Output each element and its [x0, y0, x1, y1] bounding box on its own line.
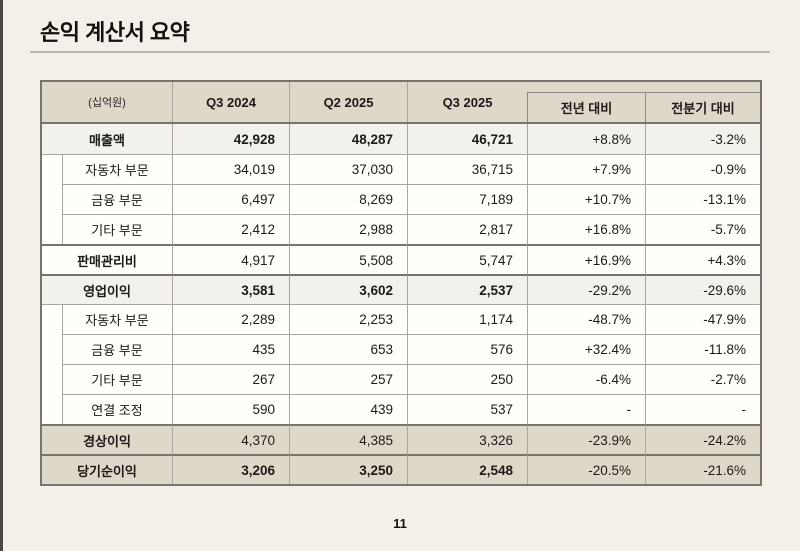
cell-yoy: -23.9% [527, 424, 645, 454]
cell-yoy: -20.5% [527, 454, 645, 484]
column-header-q2-2025: Q2 2025 [289, 82, 407, 122]
table-row: 경상이익 4,370 4,385 3,326 -23.9% -24.2% [42, 424, 760, 454]
table-row: 판매관리비 4,917 5,508 5,747 +16.9% +4.3% [42, 244, 760, 274]
cell-q3-2025: 2,817 [407, 214, 527, 244]
cell-q3-2024: 34,019 [172, 154, 289, 184]
row-label: 자동차 부문 [42, 154, 172, 184]
cell-q2-2025: 439 [289, 394, 407, 424]
cell-qoq: -21.6% [645, 454, 760, 484]
table-header-row: (십억원) Q3 2024 Q2 2025 Q3 2025 전년 대비 전분기 … [42, 82, 760, 124]
cell-q2-2025: 2,253 [289, 304, 407, 334]
cell-q3-2024: 2,289 [172, 304, 289, 334]
table-row: 연결 조정 590 439 537- - [42, 394, 760, 424]
cell-qoq: +4.3% [645, 244, 760, 274]
cell-q2-2025: 257 [289, 364, 407, 394]
cell-q3-2024: 2,412 [172, 214, 289, 244]
table-row: 금융 부문 435 653 576 +32.4% -11.8% [42, 334, 760, 364]
cell-q3-2024: 6,497 [172, 184, 289, 214]
table-row: 자동차 부문 34,019 37,030 36,715 +7.9% -0.9% [42, 154, 760, 184]
cell-q3-2025: 5,747 [407, 244, 527, 274]
cell-yoy: +7.9% [527, 154, 645, 184]
row-label: 매출액 [89, 132, 125, 148]
cell-q3-2025: 3,326 [407, 424, 527, 454]
column-header-q3-2024: Q3 2024 [172, 82, 289, 122]
cell-qoq: -3.2% [645, 124, 760, 154]
cell-q2-2025: 4,385 [289, 424, 407, 454]
cell-yoy: +16.9% [527, 244, 645, 274]
cell-q2-2025: 37,030 [289, 154, 407, 184]
column-header-q3-2025: Q3 2025 [407, 82, 527, 122]
cell-qoq: -0.9% [645, 154, 760, 184]
cell-q3-2024: 435 [172, 334, 289, 364]
qoq-header-box: 전분기 대비 [645, 92, 760, 122]
cell-qoq: -47.9% [645, 304, 760, 334]
row-label: 판매관리비 [42, 244, 172, 274]
yoy-header-box: 전년 대비 [527, 92, 645, 122]
cell-q3-2025: 2,537 [407, 274, 527, 304]
cell-q3-2025: 1,174 [407, 304, 527, 334]
cell-q3-2025: 537 [407, 394, 527, 424]
cell-q3-2025: 250 [407, 364, 527, 394]
cell-q3-2024: 3,581 [172, 274, 289, 304]
cell-qoq: -2.7% [645, 364, 760, 394]
row-label: 기타 부문 [42, 214, 172, 244]
table-row: 기타 부문 267 257 250 -6.4% -2.7% [42, 364, 760, 394]
table-row: 매출액 42,928 48,287 46,721 +8.8% -3.2% [42, 124, 760, 154]
row-label: 연결 조정 [42, 394, 172, 424]
table-row: 금융 부문 6,497 8,269 7,189 +10.7% -13.1% [42, 184, 760, 214]
unit-label: (십억원) [88, 97, 126, 109]
cell-q2-2025: 48,287 [289, 124, 407, 154]
income-statement-table: (십억원) Q3 2024 Q2 2025 Q3 2025 전년 대비 전분기 … [40, 80, 762, 486]
cell-yoy: -48.7% [527, 304, 645, 334]
cell-yoy: +10.7% [527, 184, 645, 214]
table-row: 기타 부문 2,412 2,988 2,817 +16.8% -5.7% [42, 214, 760, 244]
cell-q3-2025: 576 [407, 334, 527, 364]
cell-q2-2025: 2,988 [289, 214, 407, 244]
cell-q3-2025: 46,721 [407, 124, 527, 154]
cell-yoy: -29.2% [527, 274, 645, 304]
cell-q2-2025: 653 [289, 334, 407, 364]
row-label: 금융 부문 [42, 184, 172, 214]
table-row: 자동차 부문 2,289 2,253 1,174 -48.7% -47.9% [42, 304, 760, 334]
cell-yoy: +32.4% [527, 334, 645, 364]
row-label: 자동차 부문 [42, 304, 172, 334]
cell-qoq: -5.7% [645, 214, 760, 244]
screen-left-edge [0, 0, 3, 551]
cell-q3-2024: 3,206 [172, 454, 289, 484]
cell-q2-2025: 3,250 [289, 454, 407, 484]
title-underline [30, 51, 770, 53]
row-label: 경상이익 [42, 424, 172, 454]
cell-qoq: -24.2% [645, 424, 760, 454]
cell-q2-2025: 8,269 [289, 184, 407, 214]
cell-yoy: +16.8% [527, 214, 645, 244]
column-header-yoy: 전년 대비 [527, 82, 645, 122]
row-label: 당기순이익 [42, 454, 172, 484]
table-row: 영업이익 3,581 3,602 2,537 -29.2% -29.6% [42, 274, 760, 304]
cell-qoq: - [645, 394, 760, 424]
cell-q3-2025: 2,548 [407, 454, 527, 484]
cell-yoy: - [527, 394, 645, 424]
cell-q3-2024: 4,917 [172, 244, 289, 274]
cell-q2-2025: 5,508 [289, 244, 407, 274]
cell-yoy: -6.4% [527, 364, 645, 394]
row-label: 영업이익 [42, 274, 172, 304]
cell-qoq: -13.1% [645, 184, 760, 214]
cell-q3-2024: 267 [172, 364, 289, 394]
cell-q3-2025: 36,715 [407, 154, 527, 184]
page-title: 손익 계산서 요약 [40, 20, 190, 45]
cell-qoq: -11.8% [645, 334, 760, 364]
cell-q3-2024: 4,370 [172, 424, 289, 454]
row-label: 기타 부문 [42, 364, 172, 394]
cell-q3-2025: 7,189 [407, 184, 527, 214]
cell-q2-2025: 3,602 [289, 274, 407, 304]
column-header-qoq: 전분기 대비 [645, 82, 760, 122]
cell-qoq: -29.6% [645, 274, 760, 304]
cell-q3-2024: 590 [172, 394, 289, 424]
table-row: 당기순이익 3,206 3,250 2,548 -20.5% -21.6% [42, 454, 760, 484]
table-body: 매출액 42,928 48,287 46,721 +8.8% -3.2% 자동차 부문 34,… [42, 124, 760, 484]
page-number: 11 [393, 516, 407, 531]
row-label: 금융 부문 [42, 334, 172, 364]
cell-yoy: +8.8% [527, 124, 645, 154]
cell-q3-2024: 42,928 [172, 124, 289, 154]
